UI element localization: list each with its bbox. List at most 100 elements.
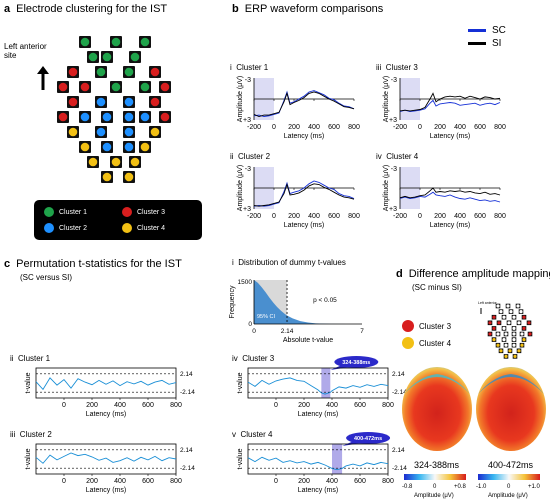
legend-cluster-3: Cluster 3 xyxy=(122,207,165,217)
x-tick-label: 0 xyxy=(62,478,66,485)
x-axis-label: Latency (ms) xyxy=(284,133,324,140)
ci-label: 95% CI xyxy=(257,314,276,320)
y-axis-label: t-value xyxy=(25,448,32,469)
x-tick-label: -200 xyxy=(393,213,407,220)
erp-3-title: iii Cluster 3 xyxy=(376,63,418,72)
mini-electrode-30 xyxy=(503,342,509,348)
x-tick-label: -200 xyxy=(247,213,261,220)
mini-electrode-4 xyxy=(508,309,514,314)
x-tick-label: 200 xyxy=(288,124,300,131)
tvalue-line xyxy=(247,456,389,471)
map-cluster-3-swatch xyxy=(402,320,414,332)
y-axis-label: t-value xyxy=(237,448,244,469)
window-pointer xyxy=(342,440,363,446)
legend-cluster-1: Cluster 1 xyxy=(44,207,87,217)
series-si-line xyxy=(253,91,355,117)
x-axis-label: Latency (ms) xyxy=(298,487,338,494)
map-legend-cluster-4: Cluster 4 xyxy=(402,337,451,349)
mini-electrode-21 xyxy=(503,331,509,337)
y-tick-bottom: +3 xyxy=(243,117,251,124)
x-tick-label: 800 xyxy=(494,124,506,131)
electrode-5 xyxy=(129,51,141,63)
threshold-neg-label: -2.14 xyxy=(180,465,195,472)
threshold-neg-label: -2.14 xyxy=(392,389,407,396)
mini-electrode-1 xyxy=(505,303,511,309)
cbar-2-mid: 0 xyxy=(507,484,511,490)
electrode-13 xyxy=(139,81,151,93)
electrode-34 xyxy=(110,156,122,168)
x-tick-label: 200 xyxy=(86,402,98,409)
x-tick-label: 600 xyxy=(328,213,340,220)
mini-electrode-3 xyxy=(498,309,504,314)
orientation-label: Left anterior site xyxy=(4,42,47,60)
cbar-1-max: +0.8 xyxy=(454,484,467,490)
y-tick-top: -3 xyxy=(391,166,397,173)
electrode-2 xyxy=(139,36,151,48)
electrode-33 xyxy=(87,156,99,168)
electrode-9 xyxy=(149,66,161,78)
x-axis-label: Latency (ms) xyxy=(284,222,324,229)
mini-electrode-11 xyxy=(496,320,502,326)
electrode-25 xyxy=(67,126,79,138)
x-tick-label: 800 xyxy=(170,402,182,409)
erp-legend: SC SI xyxy=(468,25,506,49)
x-axis-label: Latency (ms) xyxy=(86,411,126,418)
window-pointer xyxy=(330,364,351,370)
plot-frame xyxy=(247,443,389,475)
map-cluster-4-swatch xyxy=(402,337,414,349)
electrode-21 xyxy=(101,111,113,123)
legend-si: SI xyxy=(468,38,506,49)
threshold-neg-label: -2.14 xyxy=(180,389,195,396)
series-si-line xyxy=(399,187,501,199)
x-axis-label: Latency (ms) xyxy=(430,222,470,229)
mini-electrode-26 xyxy=(501,337,507,342)
x-tick-label: 0 xyxy=(272,213,276,220)
electrode-16 xyxy=(95,96,107,108)
x-tick-label: 600 xyxy=(328,124,340,131)
mini-electrode-24 xyxy=(527,331,533,337)
topomap-400-472ms xyxy=(476,367,546,451)
electrode-27 xyxy=(123,126,135,138)
electrode-19 xyxy=(57,111,69,123)
y-tick-bottom: +3 xyxy=(243,206,251,213)
plot-frame xyxy=(35,443,177,475)
cluster-1-swatch xyxy=(44,207,54,217)
x-tick-label: 200 xyxy=(298,478,310,485)
significant-window xyxy=(332,444,343,474)
mini-electrode-12 xyxy=(506,320,512,326)
x-tick-label: 800 xyxy=(348,124,360,131)
threshold-pos-label: 2.14 xyxy=(392,447,405,454)
cluster-4-swatch xyxy=(122,223,132,233)
electrode-36 xyxy=(101,171,113,183)
mini-electrode-33 xyxy=(498,348,504,354)
x-tick-label: 800 xyxy=(170,478,182,485)
y-axis-label: t-value xyxy=(25,372,32,393)
mini-electrode-32 xyxy=(519,342,525,348)
electrode-26 xyxy=(95,126,107,138)
tstat-chart-cluster-2: 2.14 -2.14 0 200 400 600 800 Latency (ms) t-valu… xyxy=(25,443,195,494)
legend-cluster-2: Cluster 2 xyxy=(44,223,87,233)
x-axis-label: Latency (ms) xyxy=(86,487,126,494)
x-tick-label: 0 xyxy=(418,213,422,220)
electrode-15 xyxy=(67,96,79,108)
cluster-legend: Cluster 1 Cluster 2 Cluster 3 Cluster 4 xyxy=(34,200,202,240)
x-tick-label: 400 xyxy=(308,213,320,220)
panel-d-subtitle: (SC minus SI) xyxy=(412,283,462,292)
erp-chart-cluster-4: -3 +3-200 0 200 400 600 800 Latency (ms) Amplitu… xyxy=(383,165,506,229)
panel-a-title: a Electrode clustering for the IST xyxy=(4,3,168,15)
mini-electrode-37 xyxy=(512,354,518,359)
p-label: p < 0.05 xyxy=(313,297,337,304)
mini-electrode-29 xyxy=(495,342,501,348)
mini-orientation-label: Left anterior xyxy=(478,301,498,305)
mini-electrode-6 xyxy=(491,314,497,320)
x-tick-label: 0 xyxy=(62,402,66,409)
panel-d-title: d Difference amplitude mapping xyxy=(396,268,550,280)
series-sc-line xyxy=(399,99,501,113)
cluster-3-swatch xyxy=(122,207,132,217)
x-tick-label: 200 xyxy=(434,124,446,131)
mini-electrode-17 xyxy=(511,326,517,331)
threshold-neg-label: -2.14 xyxy=(392,465,407,472)
dist-xtick-label: 7 xyxy=(360,328,364,335)
electrode-8 xyxy=(123,66,135,78)
x-axis-label: Latency (ms) xyxy=(298,411,338,418)
